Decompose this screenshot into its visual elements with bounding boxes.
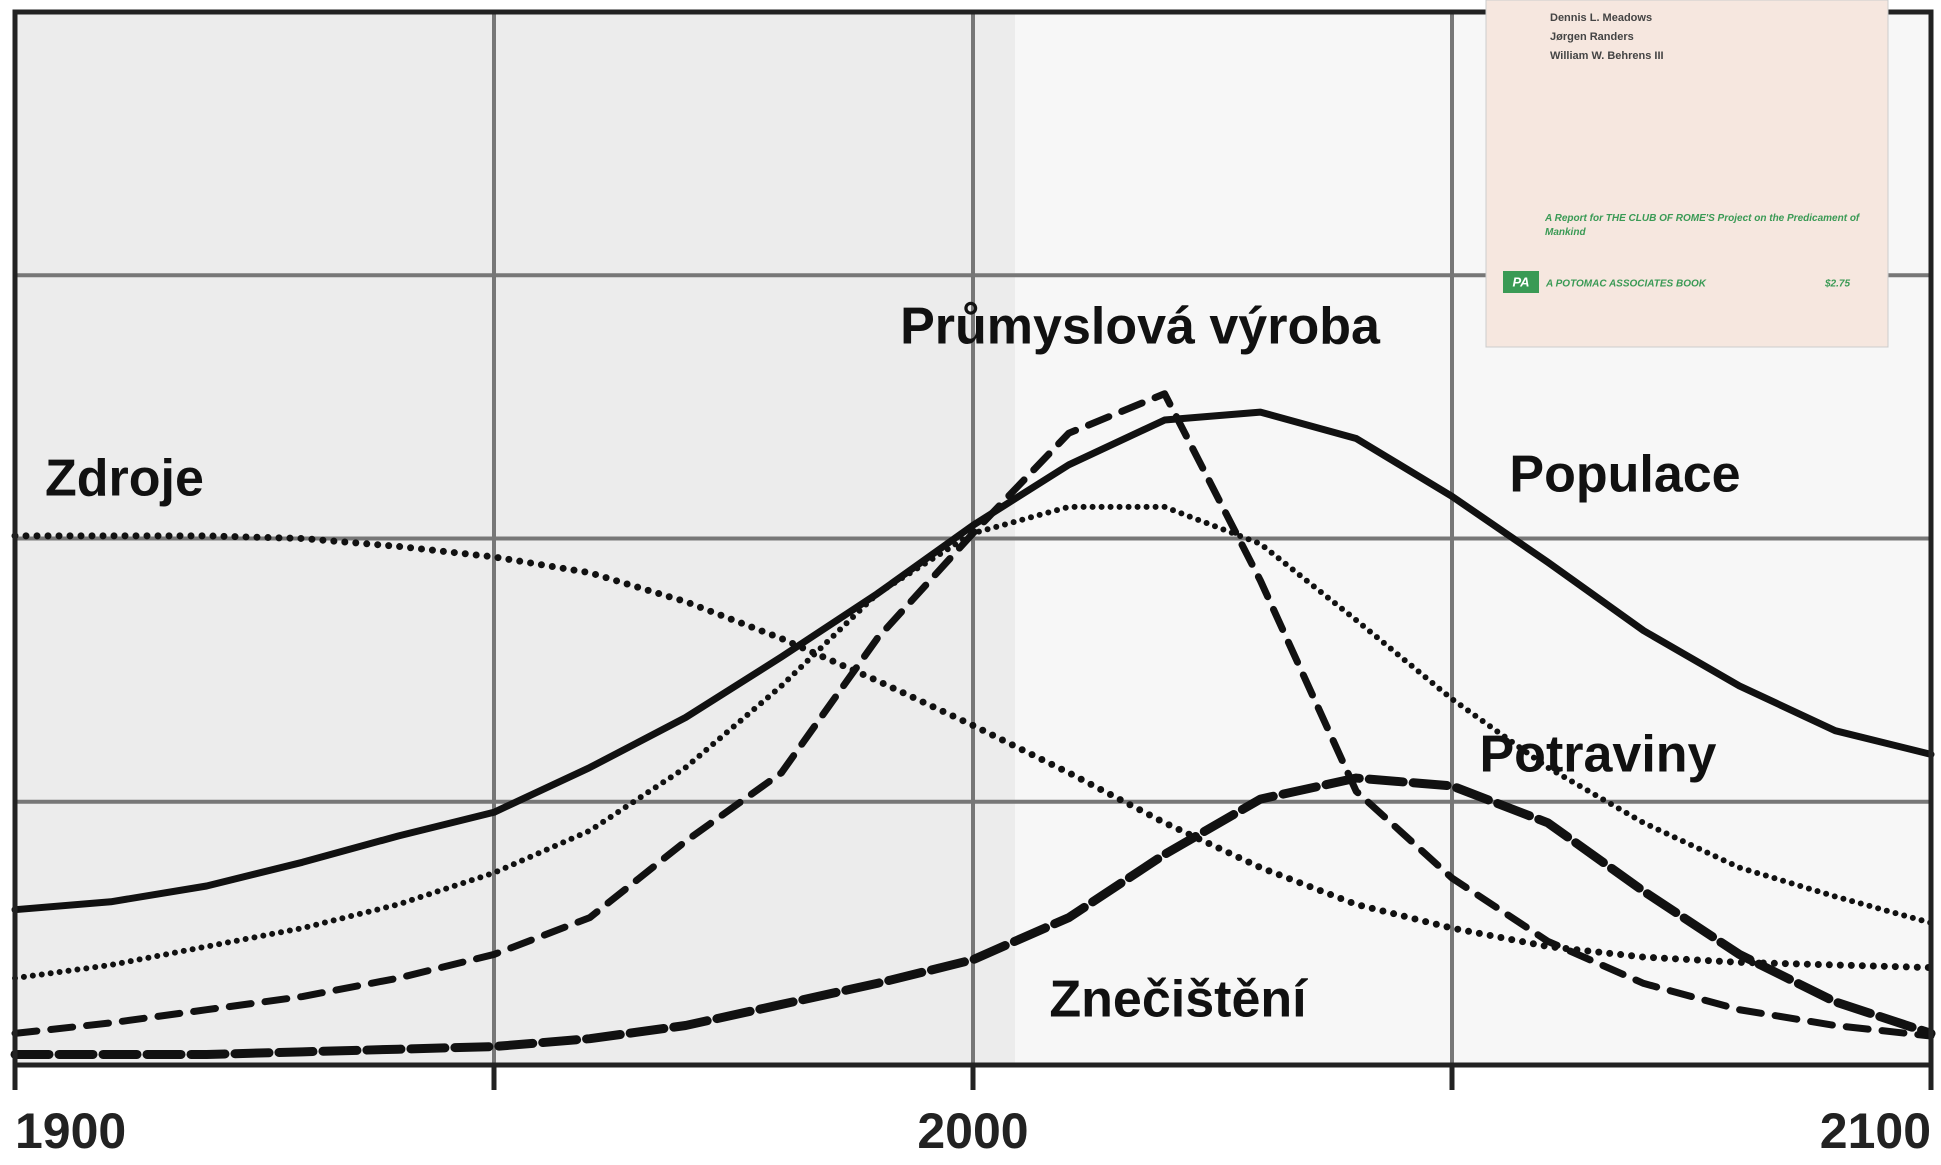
- series-label: Průmyslová výroba: [900, 298, 1381, 356]
- x-tick-label: 2000: [917, 1103, 1028, 1159]
- price: $2.75: [1824, 279, 1850, 290]
- series-label: Znečištění: [1049, 971, 1308, 1029]
- author: Dennis L. Meadows: [1550, 12, 1652, 24]
- series-line: [11, 408, 1935, 914]
- series-line: [10, 773, 1936, 1059]
- report-text: A Report for THE CLUB OF ROME'S Project …: [1545, 213, 1860, 238]
- series-line: [12, 503, 1934, 982]
- author: Jørgen Randers: [1550, 31, 1634, 43]
- series-line: [11, 532, 1935, 972]
- series-label: Populace: [1509, 446, 1740, 504]
- x-tick-label: 2100: [1820, 1103, 1931, 1159]
- report-box: A Report for THE CLUB OF ROME'S Project …: [1545, 213, 1860, 238]
- lines: [10, 390, 1936, 1059]
- x-tick-label: 1900: [15, 1103, 126, 1159]
- publisher: A POTOMAC ASSOCIATES BOOK: [1545, 279, 1707, 290]
- author: William W. Behrens III: [1550, 50, 1664, 62]
- frame: [12, 9, 1934, 1068]
- book-cover: Dennis L. Meadows Jørgen Randers William…: [1485, 0, 1889, 348]
- series-label: Zdroje: [45, 450, 204, 508]
- labels: 1900 2000 2100 Zdroje Průmyslová výroba Popul…: [15, 298, 1931, 1159]
- logo-box: [1503, 271, 1539, 293]
- series-label: Potraviny: [1480, 726, 1717, 784]
- logo: PA: [1512, 274, 1529, 289]
- cover-bg: [1485, 0, 1889, 348]
